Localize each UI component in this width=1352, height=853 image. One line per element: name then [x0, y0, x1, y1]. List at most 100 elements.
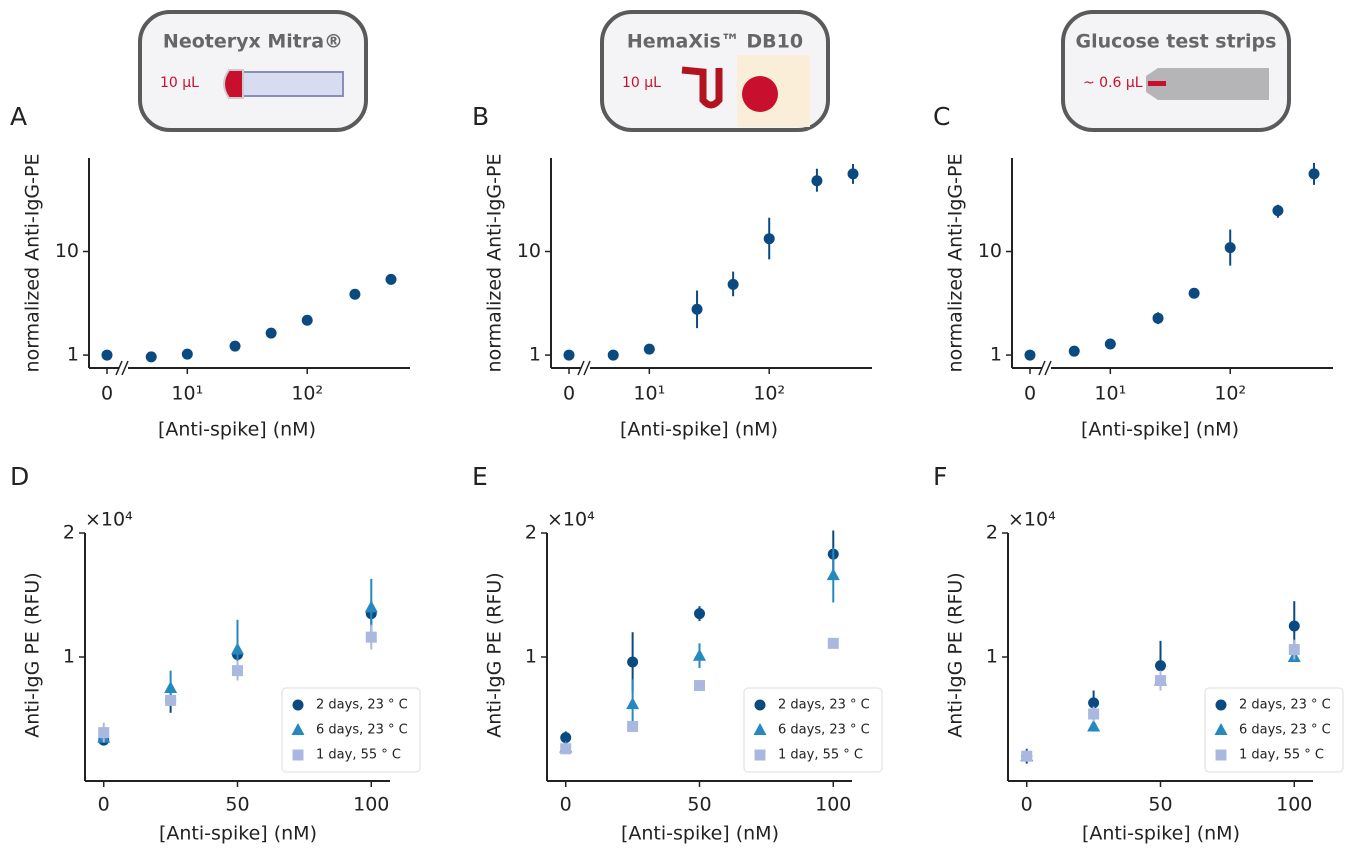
- x-tick-label: 0: [98, 794, 110, 816]
- x-axis-label: [Anti-spike] (nM): [1082, 823, 1240, 845]
- marker: [811, 175, 823, 187]
- marker: [164, 681, 178, 693]
- marker: [1024, 349, 1036, 361]
- y-tick-label: 10: [55, 240, 79, 262]
- panel-label: F: [933, 462, 947, 491]
- marker: [301, 314, 313, 326]
- legend-label: 6 days, 23 ° C: [316, 723, 408, 738]
- device-icon: [681, 66, 723, 109]
- device-name: HemaXis™ DB10: [627, 31, 803, 53]
- device-icon: [1146, 68, 1269, 100]
- marker: [753, 723, 767, 735]
- device-name: Glucose test strips: [1076, 31, 1277, 53]
- marker: [1088, 697, 1100, 709]
- legend-label: 1 day, 55 ° C: [316, 748, 401, 763]
- y-axis-label: Anti-IgG PE (RFU): [945, 572, 967, 737]
- x-tick-label: 0: [1021, 794, 1033, 816]
- marker: [847, 168, 859, 180]
- marker: [693, 648, 706, 661]
- marker: [181, 348, 193, 360]
- legend-box: [1204, 687, 1344, 773]
- legend-label: 6 days, 23 ° C: [778, 723, 870, 738]
- marker: [292, 699, 304, 711]
- y-axis-label: Anti-IgG PE (RFU): [22, 572, 44, 737]
- x-tick-label: 0: [1024, 383, 1036, 405]
- device-volume: ~ 0.6 µL: [1083, 75, 1143, 91]
- marker: [627, 720, 639, 732]
- y-multiplier: ×10⁴: [85, 509, 133, 531]
- axis-break: [121, 360, 129, 376]
- x-axis-label: [Anti-spike] (nM): [158, 419, 316, 441]
- y-tick-label: 10: [517, 240, 541, 262]
- x-tick-label: 100: [815, 794, 851, 816]
- marker: [694, 608, 705, 620]
- marker: [231, 642, 244, 655]
- y-axis-label: Anti-IgG PE (RFU): [484, 572, 506, 737]
- marker: [1288, 620, 1300, 632]
- marker: [1215, 749, 1227, 761]
- marker: [101, 349, 113, 361]
- marker: [763, 233, 775, 245]
- marker: [145, 351, 157, 363]
- axis-break: [577, 360, 585, 376]
- axis-break: [583, 360, 591, 376]
- x-axis-label: [Anti-spike] (nM): [159, 823, 317, 845]
- device-icon: [239, 71, 344, 97]
- y-axis-label: normalized Anti-IgG-PE: [22, 154, 44, 373]
- x-tick-label: 50: [1148, 794, 1172, 816]
- marker: [754, 699, 766, 711]
- marker: [232, 665, 243, 677]
- marker: [165, 694, 177, 706]
- marker: [229, 340, 241, 352]
- y-tick-label: 1: [525, 646, 537, 668]
- y-tick-label: 10: [978, 240, 1002, 262]
- marker: [349, 288, 361, 300]
- marker: [607, 349, 619, 361]
- marker: [727, 278, 739, 290]
- marker: [265, 327, 277, 339]
- x-tick-label: 10¹: [1094, 383, 1126, 405]
- y-tick-label: 1: [986, 646, 998, 668]
- y-tick-label: 2: [63, 522, 75, 544]
- marker: [754, 749, 766, 761]
- marker: [563, 349, 575, 361]
- marker: [826, 568, 840, 581]
- x-tick-label: 10¹: [633, 383, 665, 405]
- marker: [1308, 168, 1320, 180]
- y-tick-label: 1: [63, 646, 75, 668]
- axis-break: [1044, 360, 1052, 376]
- marker: [1152, 312, 1164, 324]
- axis-break: [1038, 360, 1046, 376]
- y-multiplier: ×10⁴: [547, 509, 595, 531]
- marker: [1068, 345, 1080, 357]
- panel-label: E: [472, 462, 488, 491]
- marker: [1215, 699, 1227, 711]
- marker: [1021, 750, 1033, 762]
- panel-label: C: [933, 102, 950, 131]
- x-axis-label: [Anti-spike] (nM): [621, 823, 779, 845]
- device-volume: 10 µL: [160, 75, 199, 91]
- legend-label: 1 day, 55 ° C: [778, 748, 863, 763]
- y-axis-label: normalized Anti-IgG-PE: [945, 154, 967, 373]
- y-tick-label: 2: [986, 522, 998, 544]
- marker: [1088, 708, 1100, 720]
- legend-label: 2 days, 23 ° C: [316, 698, 408, 713]
- marker: [1104, 338, 1116, 350]
- marker: [643, 343, 655, 355]
- device-volume: 10 µL: [622, 75, 661, 91]
- legend-label: 2 days, 23 ° C: [1239, 698, 1331, 713]
- legend-box: [743, 687, 883, 773]
- x-tick-label: 10²: [1214, 383, 1246, 405]
- marker: [560, 732, 572, 744]
- device-icon: [223, 69, 244, 99]
- marker: [1214, 723, 1228, 735]
- x-tick-label: 10²: [753, 383, 785, 405]
- marker: [1224, 242, 1236, 254]
- y-multiplier: ×10⁴: [1008, 509, 1056, 531]
- panel-label: B: [472, 102, 489, 131]
- legend-label: 1 day, 55 ° C: [1239, 748, 1324, 763]
- legend-box: [281, 687, 421, 773]
- marker: [827, 637, 839, 649]
- y-tick-label: 1: [529, 344, 541, 366]
